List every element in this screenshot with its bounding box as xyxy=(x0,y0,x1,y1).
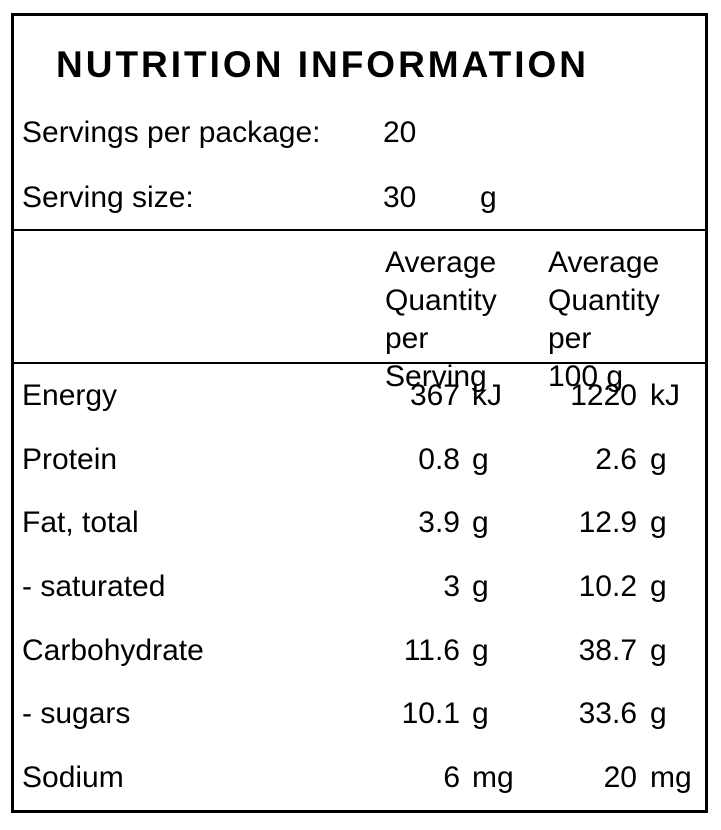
per-serving-value: 3 xyxy=(443,569,460,603)
table-row-energy: Energy 367 kJ 1220 kJ xyxy=(14,364,705,428)
serving-size-label: Serving size: xyxy=(22,181,194,214)
per-serving-unit: g xyxy=(472,506,489,540)
nutrient-name: Protein xyxy=(22,442,118,476)
per-100g-unit: mg xyxy=(650,760,692,794)
per-100g-unit: g xyxy=(650,697,667,731)
per-100g-value: 10.2 xyxy=(578,569,637,603)
nutrition-panel: NUTRITION INFORMATION Servings per packa… xyxy=(11,13,708,813)
nutrient-name: Carbohydrate xyxy=(22,633,204,667)
per-100g-unit: g xyxy=(650,633,667,667)
nutrient-name: Energy xyxy=(22,378,118,412)
divider-below-header xyxy=(14,362,705,364)
panel-title: NUTRITION INFORMATION xyxy=(56,44,589,85)
servings-per-package-value: 20 xyxy=(383,116,417,149)
table-header-row: Average Quantity per Serving Average Qua… xyxy=(14,231,705,393)
per-serving-value: 367 xyxy=(409,378,460,412)
per-100g-value: 20 xyxy=(603,760,637,794)
nutrient-name: - saturated xyxy=(22,569,166,603)
per-serving-unit: kJ xyxy=(472,378,502,412)
per-serving-unit: g xyxy=(472,569,489,603)
per-100g-value: 1220 xyxy=(570,378,637,412)
table-row-sugars: - sugars 10.1 g 33.6 g xyxy=(14,682,705,746)
servings-per-package-unit xyxy=(480,116,705,150)
table-row-saturated-fat: - saturated 3 g 10.2 g xyxy=(14,555,705,619)
per-100g-value: 38.7 xyxy=(578,633,637,667)
per-serving-value: 6 xyxy=(443,760,460,794)
per-100g-value: 33.6 xyxy=(578,697,637,731)
serving-size-unit: g xyxy=(480,181,497,214)
per-serving-value: 10.1 xyxy=(401,697,460,731)
table-row-protein: Protein 0.8 g 2.6 g xyxy=(14,428,705,492)
per-100g-unit: kJ xyxy=(650,378,680,412)
nutrient-name: - sugars xyxy=(22,697,131,731)
per-serving-unit: g xyxy=(472,697,489,731)
per-100g-unit: g xyxy=(650,506,667,540)
divider-above-header xyxy=(14,229,705,231)
table-row-fat-total: Fat, total 3.9 g 12.9 g xyxy=(14,491,705,555)
header-spacer xyxy=(14,244,380,396)
column-header-per-serving: Average Quantity per Serving xyxy=(385,246,497,393)
per-serving-value: 11.6 xyxy=(403,633,460,667)
servings-per-package-label: Servings per package: xyxy=(22,116,321,149)
per-serving-unit: mg xyxy=(472,760,514,794)
serving-size-row: Serving size: 30 g xyxy=(14,181,705,215)
serving-size-value: 30 xyxy=(383,181,417,214)
per-serving-value: 3.9 xyxy=(418,506,460,540)
per-100g-unit: g xyxy=(650,442,667,476)
servings-per-package-row: Servings per package: 20 xyxy=(14,116,705,150)
per-serving-unit: g xyxy=(472,633,489,667)
table-row-carbohydrate: Carbohydrate 11.6 g 38.7 g xyxy=(14,619,705,683)
per-100g-value: 2.6 xyxy=(595,442,637,476)
table-row-sodium: Sodium 6 mg 20 mg xyxy=(14,746,705,810)
nutrient-name: Sodium xyxy=(22,760,124,794)
nutrient-name: Fat, total xyxy=(22,506,139,540)
per-serving-value: 0.8 xyxy=(418,442,460,476)
per-serving-unit: g xyxy=(472,442,489,476)
per-100g-unit: g xyxy=(650,569,667,603)
column-header-per-100g: Average Quantity per 100 g xyxy=(548,246,660,393)
per-100g-value: 12.9 xyxy=(578,506,637,540)
